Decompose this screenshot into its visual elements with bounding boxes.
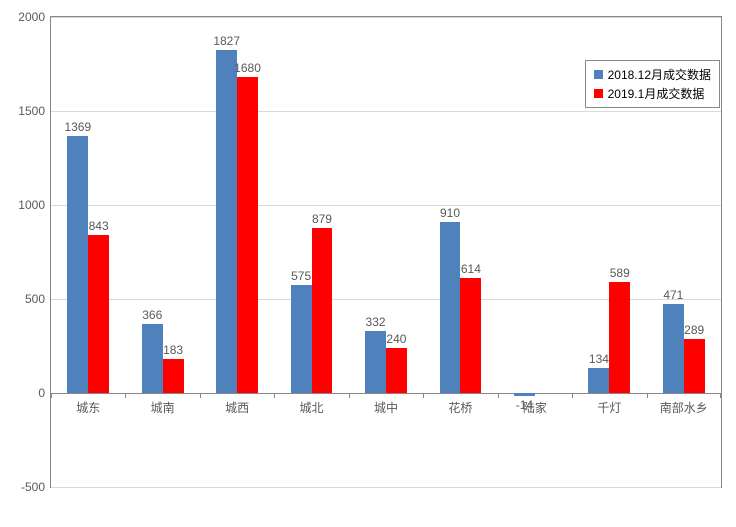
bar-value-label: 289 xyxy=(684,323,704,337)
bar-value-label: 1369 xyxy=(64,120,91,134)
bar-value-label: 614 xyxy=(461,262,481,276)
bar-value-label: 589 xyxy=(610,266,630,280)
bar xyxy=(142,324,163,393)
x-tick-label: 城中 xyxy=(374,393,398,416)
bar-value-label: 575 xyxy=(291,269,311,283)
x-tick-mark xyxy=(423,393,424,398)
bar xyxy=(514,393,535,396)
y-tick-label: 1000 xyxy=(18,198,51,212)
bar xyxy=(237,77,258,393)
bar xyxy=(365,331,386,393)
chart-container: -5000500100015002000城东城南城西城北城中花桥陆家千灯南部水乡… xyxy=(0,0,736,527)
bar-value-label: 1680 xyxy=(234,61,261,75)
x-tick-mark xyxy=(51,393,52,398)
legend-swatch xyxy=(594,89,603,98)
bar-value-label: -14 xyxy=(516,398,533,412)
bar xyxy=(460,278,481,393)
x-tick-label: 南部水乡 xyxy=(660,393,708,416)
bar xyxy=(588,368,609,393)
bar-value-label: 366 xyxy=(142,308,162,322)
bar xyxy=(663,304,684,393)
x-tick-mark xyxy=(720,393,721,398)
bar xyxy=(312,228,333,393)
legend-label: 2019.1月成交数据 xyxy=(608,85,705,102)
y-tick-label: 1500 xyxy=(18,104,51,118)
x-tick-label: 千灯 xyxy=(597,393,621,416)
bar xyxy=(67,136,88,393)
bar xyxy=(88,235,109,393)
legend-row: 2018.12月成交数据 xyxy=(594,65,711,84)
x-tick-mark xyxy=(572,393,573,398)
bar xyxy=(440,222,461,393)
y-tick-label: 0 xyxy=(38,386,51,400)
bar xyxy=(386,348,407,393)
bar xyxy=(291,285,312,393)
gridline xyxy=(51,111,721,112)
bar-value-label: 1827 xyxy=(213,34,240,48)
x-tick-label: 城北 xyxy=(300,393,324,416)
legend: 2018.12月成交数据 2019.1月成交数据 xyxy=(585,60,720,108)
gridline xyxy=(51,205,721,206)
x-tick-mark xyxy=(125,393,126,398)
x-tick-label: 花桥 xyxy=(448,393,472,416)
x-tick-mark xyxy=(647,393,648,398)
bar xyxy=(216,50,237,393)
legend-swatch xyxy=(594,70,603,79)
gridline xyxy=(51,17,721,18)
bar-value-label: 240 xyxy=(386,332,406,346)
bar-value-label: 332 xyxy=(366,315,386,329)
x-tick-mark xyxy=(274,393,275,398)
bar-value-label: 910 xyxy=(440,206,460,220)
bar xyxy=(684,339,705,393)
y-tick-label: 2000 xyxy=(18,10,51,24)
bar-value-label: 183 xyxy=(163,343,183,357)
x-tick-label: 城南 xyxy=(151,393,175,416)
gridline xyxy=(51,487,721,488)
x-tick-mark xyxy=(200,393,201,398)
bar-value-label: 843 xyxy=(89,219,109,233)
bar-value-label: 471 xyxy=(663,288,683,302)
legend-row: 2019.1月成交数据 xyxy=(594,84,711,103)
y-tick-label: -500 xyxy=(21,480,51,494)
x-tick-label: 城东 xyxy=(76,393,100,416)
y-tick-label: 500 xyxy=(25,292,51,306)
x-tick-mark xyxy=(498,393,499,398)
bar xyxy=(609,282,630,393)
x-tick-mark xyxy=(349,393,350,398)
legend-label: 2018.12月成交数据 xyxy=(608,66,711,83)
x-tick-label: 城西 xyxy=(225,393,249,416)
bar-value-label: 134 xyxy=(589,352,609,366)
bar-value-label: 879 xyxy=(312,212,332,226)
bar xyxy=(163,359,184,393)
